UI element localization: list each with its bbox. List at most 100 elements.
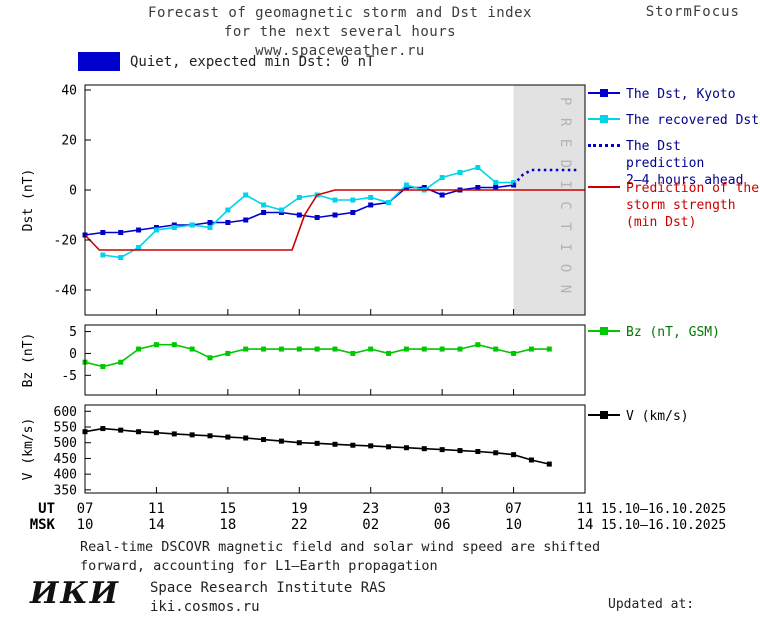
footnote-line-2: forward, accounting for L1—Earth propaga… (80, 558, 438, 574)
status-label: Quiet, expected min Dst: 0 nT (130, 53, 375, 70)
institute-site: iki.cosmos.ru (149, 599, 260, 615)
series-marker (421, 446, 427, 452)
series-marker (332, 212, 338, 218)
series-prediction-of-the-storm-strength-min-dst- (84, 189, 585, 251)
date-range-msk: 15.10—16.10.2025 (601, 518, 726, 533)
title-line-2: for the next several hours (223, 24, 457, 40)
series-marker (153, 227, 159, 233)
series-marker (100, 364, 106, 370)
legend-item: The Dst prediction 2—4 hours ahead (588, 138, 760, 189)
series-marker (421, 346, 427, 352)
series-marker (350, 442, 356, 448)
legend-marker-icon (588, 183, 620, 195)
y-tick-label: 550 (54, 421, 77, 436)
series-marker (100, 252, 106, 258)
series-marker (136, 245, 142, 250)
series-marker (171, 342, 177, 348)
series-marker (457, 448, 463, 454)
series-marker (171, 225, 177, 230)
page-title: Forecast of geomagnetic storm and Dst in… (80, 4, 600, 61)
chart-legend: The Dst, Kyoto The recovered Dst The Dst p… (588, 0, 760, 560)
ut-row-label: UT (38, 501, 55, 517)
series-marker (136, 346, 142, 352)
dst-panel: P R E D I C T I O N 40 20 0 -20 -40 Dst (nT) (21, 84, 586, 316)
x-tick-label-ut: 19 (291, 501, 308, 517)
y-tick-label: -40 (54, 284, 77, 299)
series-marker (207, 355, 213, 361)
x-tick-label-ut: 07 (505, 501, 522, 517)
series-marker (475, 449, 481, 455)
x-tick-label-msk: 10 (77, 517, 94, 533)
series-the-recovered-dst (102, 166, 514, 259)
series-marker (493, 180, 499, 185)
updated-block: Updated at: UT 07:05, 16.10.2025 MSK 10:… (576, 560, 740, 620)
series-marker (350, 350, 356, 356)
x-tick-label-msk: 18 (219, 517, 236, 533)
panel-frame (84, 324, 586, 396)
series-marker (153, 430, 159, 436)
prediction-band (513, 85, 585, 315)
legend-marker-icon (588, 115, 620, 127)
series-marker (511, 350, 517, 356)
x-tick-label-msk: 14 (148, 517, 165, 533)
series-marker (278, 207, 284, 213)
series-marker (368, 346, 374, 352)
footnote-line-1: Real-time DSCOVR magnetic field and sola… (80, 539, 601, 555)
legend-marker-icon (588, 89, 620, 101)
series-marker (386, 200, 392, 205)
x-tick-label-msk: 02 (362, 517, 379, 533)
updated-label: Updated at: (608, 597, 695, 612)
series-marker (439, 192, 445, 198)
bz-panel: 5 0 -5 Bz (nT) (21, 324, 586, 396)
series-marker (332, 197, 338, 203)
legend-marker-icon (588, 411, 620, 423)
series-marker (546, 346, 552, 352)
series-marker (296, 346, 302, 352)
y-tick-label: 450 (54, 452, 77, 467)
series-marker (225, 350, 231, 356)
series-marker (475, 185, 481, 190)
x-tick-label-msk: 22 (291, 517, 308, 533)
legend-label-line: The recovered Dst (626, 113, 760, 128)
site-url: www.spaceweather.ru (255, 43, 425, 59)
brand-label: StormFocus (645, 4, 740, 20)
x-tick-label-ut: 23 (362, 501, 379, 517)
series-marker (528, 346, 534, 352)
series-marker (511, 180, 517, 185)
series-marker (296, 195, 302, 200)
x-tick-label-ut: 15 (219, 501, 236, 517)
series-the-dst-prediction-2-4-hours-ahead (512, 168, 578, 186)
iki-logo: ИКИ (30, 576, 120, 611)
y-tick-label: 500 (54, 436, 77, 451)
series-marker (225, 207, 231, 213)
legend-label: V (km/s) (626, 408, 689, 425)
series-marker (100, 230, 106, 235)
series-marker (332, 441, 338, 447)
y-tick-label: -5 (61, 369, 77, 384)
series-marker (493, 346, 499, 352)
date-range-ut: 15.10—16.10.2025 (601, 502, 726, 517)
legend-label: Prediction of the storm strength (min Dst) (626, 180, 759, 231)
series-marker (243, 192, 249, 198)
series-marker (457, 346, 463, 352)
series-marker (528, 457, 534, 463)
y-axis-label: Bz (nT) (21, 333, 36, 388)
series-marker (261, 437, 267, 443)
series-marker (189, 222, 195, 228)
series-marker (171, 431, 177, 437)
legend-label-line: storm strength (626, 198, 736, 213)
series-marker (261, 346, 267, 352)
legend-item: The Dst, Kyoto (588, 86, 736, 103)
series-marker (386, 350, 392, 356)
series-marker (403, 182, 409, 188)
series-marker (493, 185, 499, 190)
series-marker (546, 461, 552, 467)
legend-label-line: 2—4 hours ahead (626, 173, 744, 188)
x-axis-labels: UTMSK0710111415181922230203060710111415.… (30, 501, 727, 533)
legend-item: V (km/s) (588, 408, 689, 425)
legend-label: The Dst prediction 2—4 hours ahead (626, 138, 760, 189)
series-marker (296, 212, 302, 218)
series-marker (278, 438, 284, 444)
legend-item: The recovered Dst (588, 112, 759, 129)
